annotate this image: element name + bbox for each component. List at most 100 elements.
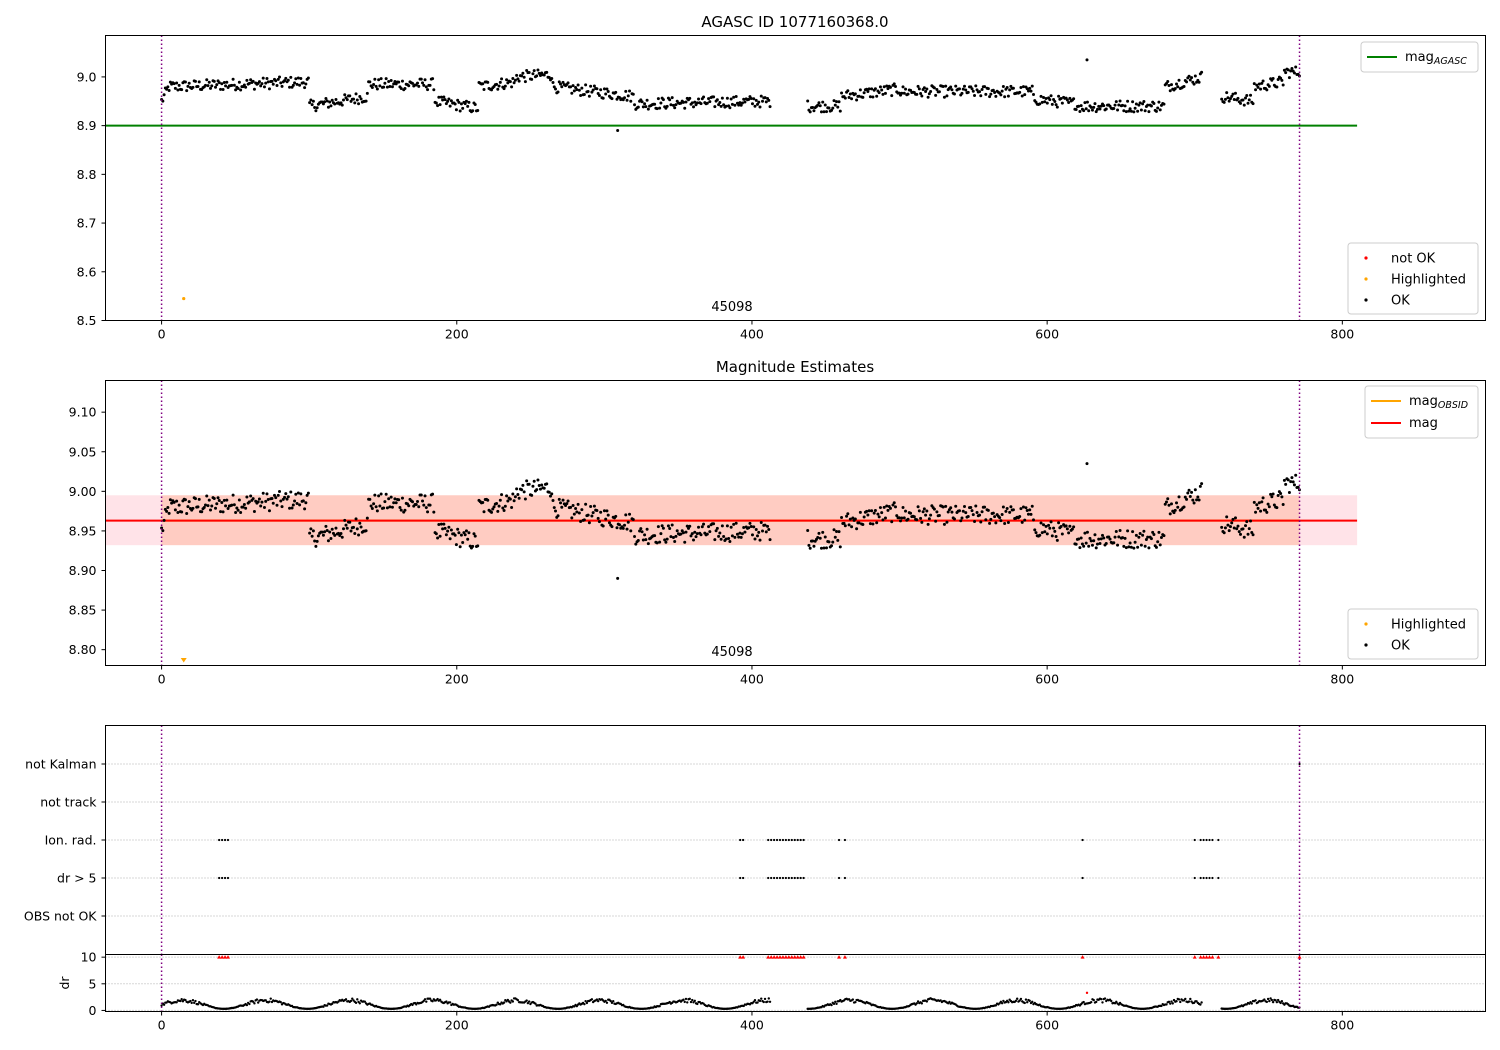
p1-xtick-label: 0 <box>158 327 166 342</box>
ok-point <box>964 88 968 92</box>
ok-point <box>877 515 881 519</box>
ok-point <box>359 97 363 101</box>
ok-point <box>1281 83 1285 87</box>
ok-point <box>354 92 358 96</box>
ok-point <box>929 90 933 94</box>
ok-point <box>426 88 430 92</box>
ok-point <box>551 499 555 503</box>
ok-point <box>664 540 668 544</box>
ok-point <box>299 492 303 496</box>
ok-point <box>926 95 930 99</box>
ok-point <box>207 498 211 502</box>
dr-point <box>495 1003 498 1006</box>
ok-point <box>604 517 608 521</box>
ok-point <box>559 501 563 505</box>
ok-point <box>978 90 982 94</box>
dr-ytick-label: 0 <box>89 1003 97 1018</box>
ok-point <box>1021 85 1025 89</box>
ok-point <box>878 85 882 89</box>
ok-point <box>1009 505 1013 509</box>
p2-ytick-label: 8.80 <box>69 642 97 657</box>
ok-point <box>557 80 561 84</box>
ok-point <box>249 78 253 82</box>
ok-point <box>1023 93 1027 97</box>
ok-point <box>569 85 573 89</box>
ok-point <box>570 91 574 95</box>
ok-point <box>305 493 309 497</box>
ok-point <box>638 529 642 533</box>
dr-point <box>1018 999 1021 1002</box>
ok-point <box>824 110 828 114</box>
dr-point <box>190 1001 193 1005</box>
ok-point <box>734 95 738 99</box>
dr-point <box>1276 998 1280 1002</box>
ok-point <box>575 88 579 92</box>
ok-point <box>577 88 581 92</box>
ok-point <box>1089 539 1093 543</box>
ok-point <box>1003 95 1007 99</box>
ok-point <box>1245 520 1249 524</box>
ok-point <box>1187 488 1191 492</box>
p1-ytick-label: 8.9 <box>77 118 97 133</box>
ok-point <box>614 90 618 94</box>
ok-point <box>980 87 984 91</box>
ok-point <box>653 102 657 106</box>
ok-point <box>1226 523 1230 527</box>
ok-point <box>217 499 221 503</box>
ok-point <box>1138 532 1142 536</box>
ok-point <box>724 104 728 108</box>
ok-point <box>502 87 506 91</box>
ok-point <box>862 91 866 95</box>
dr-point <box>264 999 267 1002</box>
ok-point <box>699 102 703 106</box>
dr-point <box>916 1000 920 1003</box>
ok-point <box>688 524 692 528</box>
ok-point <box>919 516 923 520</box>
ok-point <box>610 97 614 101</box>
ok-point <box>202 506 206 510</box>
ok-point <box>842 521 846 525</box>
ok-point <box>1102 104 1106 108</box>
dr-point <box>609 999 612 1003</box>
ok-point <box>732 95 736 99</box>
ok-point <box>885 84 889 88</box>
ok-point <box>439 95 443 99</box>
flag-point <box>218 876 221 880</box>
ok-point <box>325 529 329 533</box>
ok-point <box>1025 87 1029 91</box>
dr-capped-point <box>769 955 774 959</box>
ok-point <box>176 88 180 92</box>
ok-point <box>463 102 467 106</box>
ok-point <box>978 513 982 517</box>
ok-point <box>1227 529 1231 533</box>
ok-point <box>753 537 757 541</box>
ok-point <box>881 518 885 522</box>
p2-xtick-label: 600 <box>1035 672 1059 687</box>
ok-point <box>296 491 300 495</box>
ok-point <box>1030 504 1034 508</box>
ok-point <box>871 522 875 526</box>
ok-point <box>750 102 754 106</box>
dr-point <box>1110 999 1113 1003</box>
ok-point <box>1186 491 1190 495</box>
ok-point <box>1225 91 1229 95</box>
ok-point <box>512 499 516 503</box>
ok-point <box>187 500 191 504</box>
dr-point <box>248 1002 251 1006</box>
ok-point <box>226 507 230 511</box>
ok-point <box>399 86 403 90</box>
dr-point <box>689 1000 693 1004</box>
p1-xtick-label: 800 <box>1330 327 1354 342</box>
ok-point <box>1252 500 1256 504</box>
ok-point <box>596 516 600 520</box>
ok-point <box>442 522 446 526</box>
ok-point <box>625 527 629 531</box>
ok-point <box>320 530 324 534</box>
ok-point <box>868 95 872 99</box>
ok-point <box>200 510 204 514</box>
ok-point <box>631 517 635 521</box>
ok-point <box>365 516 369 520</box>
p4-xtick-label: 400 <box>740 1018 764 1033</box>
ok-point <box>693 530 697 534</box>
ok-point <box>670 96 674 100</box>
